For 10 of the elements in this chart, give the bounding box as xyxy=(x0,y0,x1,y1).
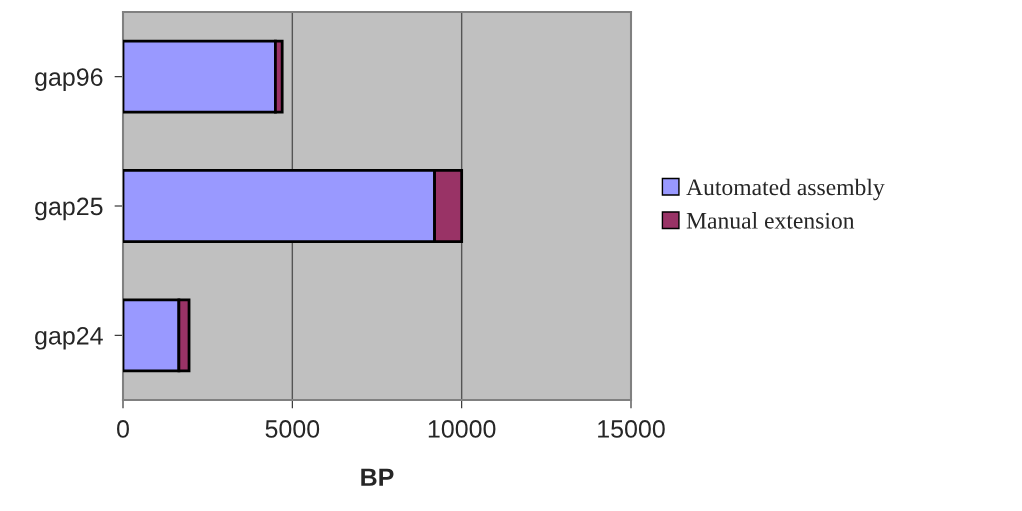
legend-label: Automated assembly xyxy=(686,178,885,201)
x-axis-title: BP xyxy=(361,468,394,486)
y-tick-label: gap96 xyxy=(35,68,103,91)
x-tick-label: 5000 xyxy=(265,420,320,438)
y-tick-label: gap25 xyxy=(35,197,103,221)
x-tick-label: 10000 xyxy=(428,420,496,438)
x-tick-label: 15000 xyxy=(598,420,665,438)
x-tick-label: 0 xyxy=(117,420,129,438)
y-tick-label: gap24 xyxy=(35,326,103,350)
legend-label: Manual extension xyxy=(686,212,855,229)
